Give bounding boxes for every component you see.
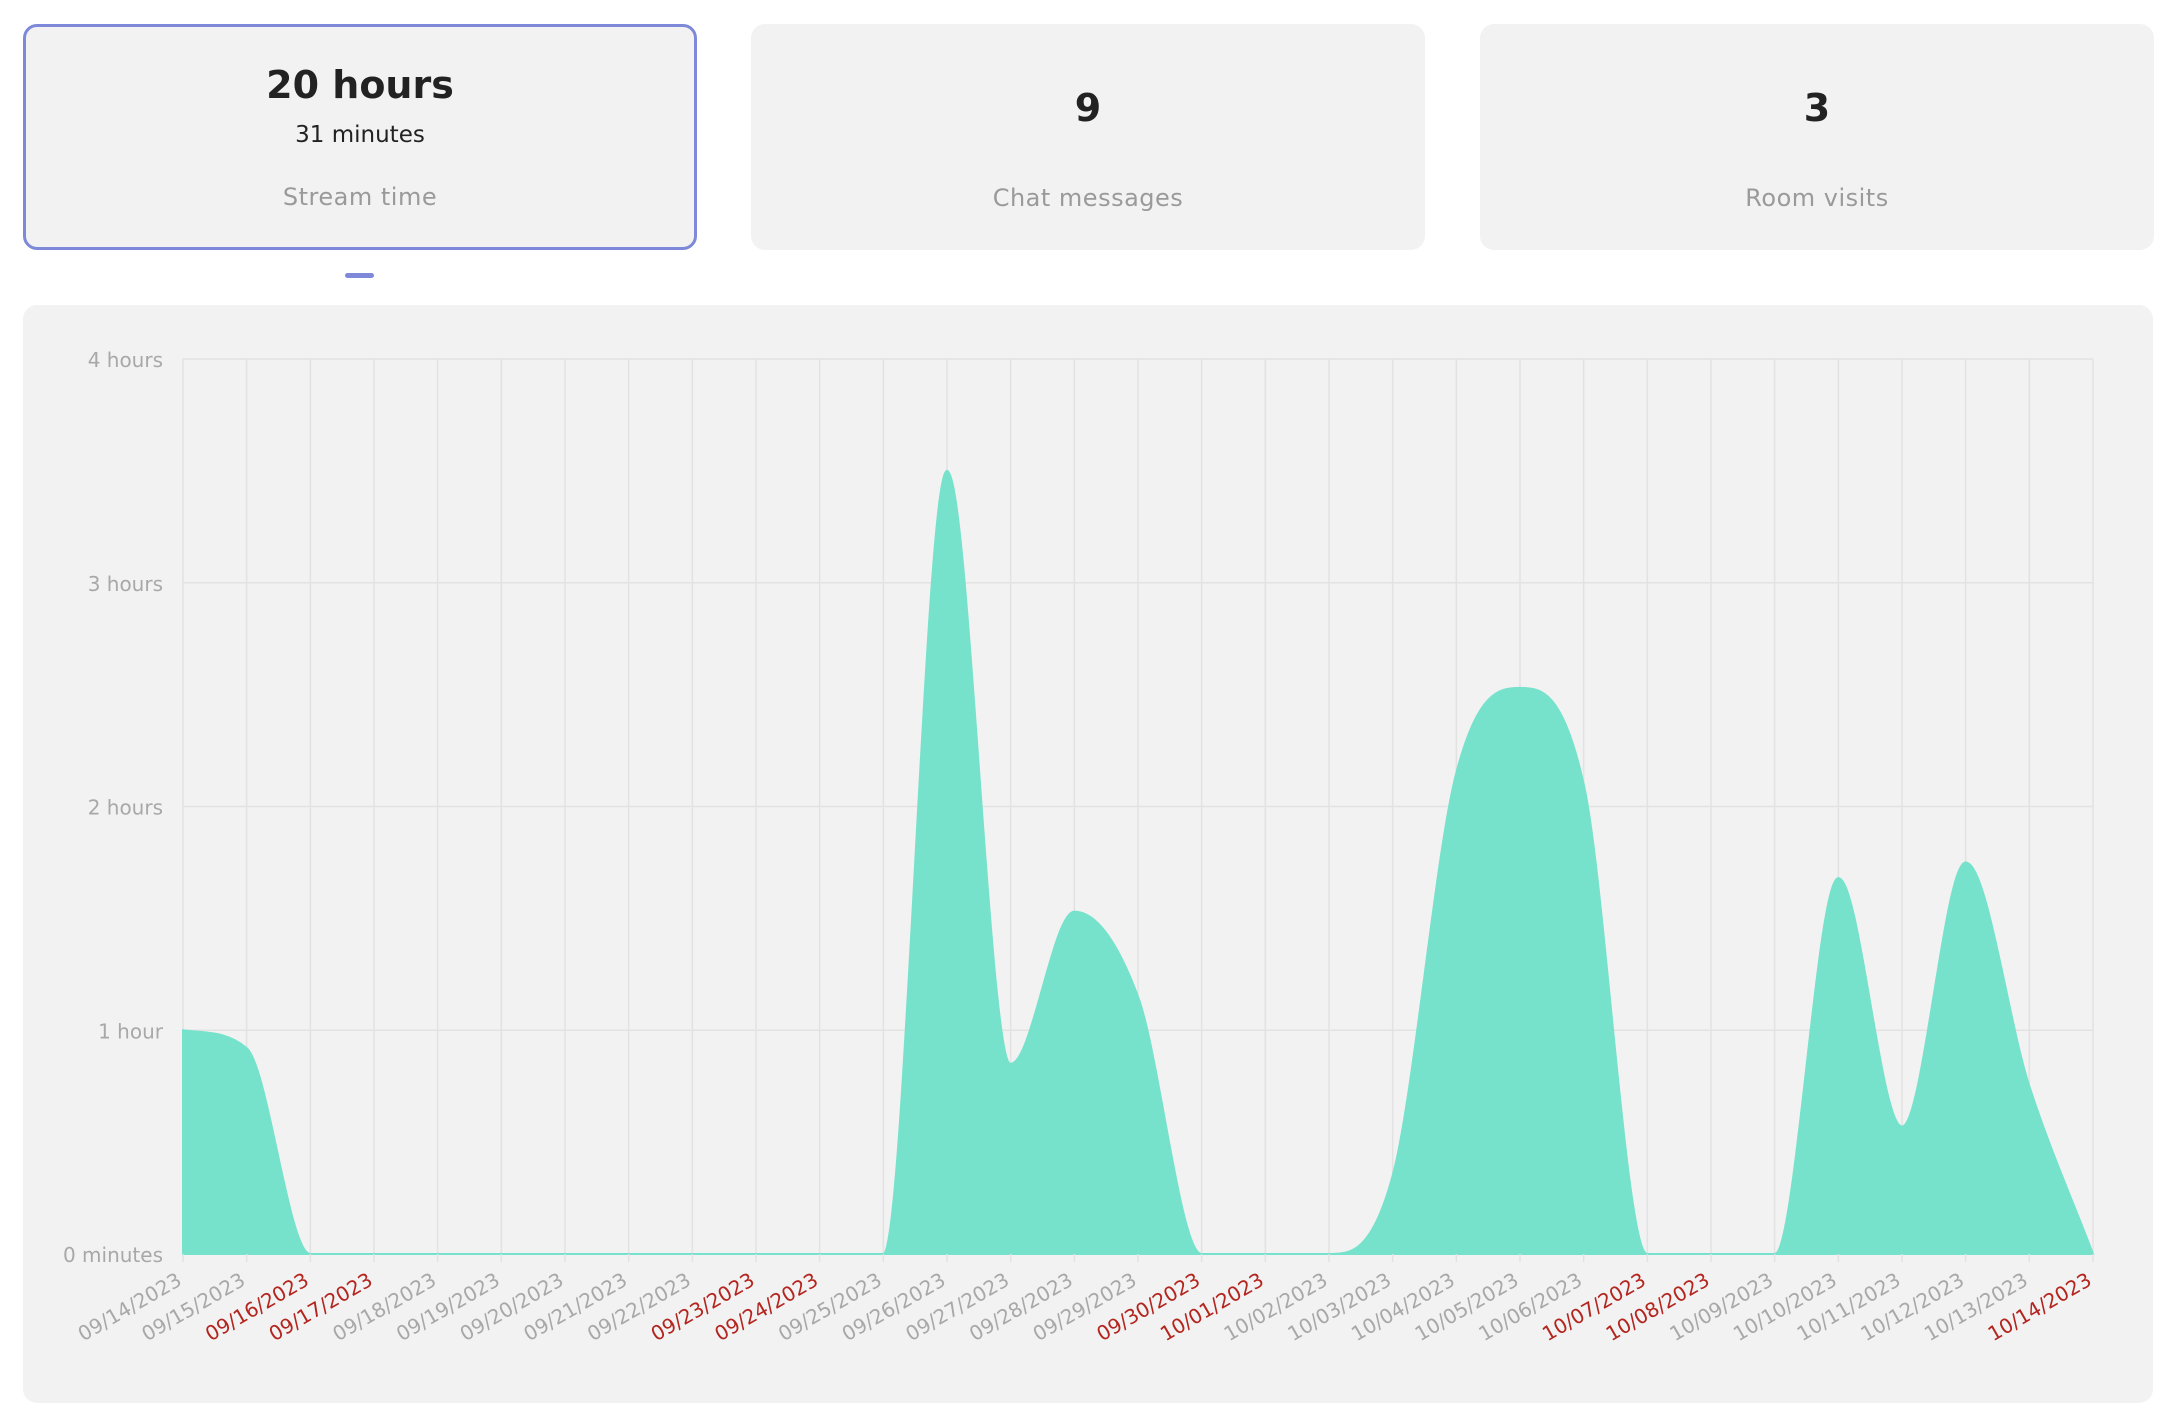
selected-tab-indicator (345, 273, 374, 278)
chat-messages-value: 9 (1074, 86, 1102, 130)
y-tick-label: 4 hours (88, 348, 163, 372)
chart-panel: 0 minutes 1 hour 2 hours 3 hours 4 hours 09/1… (23, 305, 2153, 1403)
y-tick-label: 2 hours (88, 796, 163, 820)
stream-time-card[interactable]: 20 hours 31 minutes Stream time (23, 24, 697, 250)
room-visits-label: Room visits (1745, 184, 1889, 212)
stream-time-label: Stream time (282, 183, 438, 211)
room-visits-value: 3 (1803, 86, 1831, 130)
stream-time-minutes: 31 minutes (295, 122, 425, 148)
y-tick-label: 1 hour (98, 1019, 164, 1043)
y-tick-label: 3 hours (88, 572, 163, 596)
y-tick-label: 0 minutes (63, 1243, 163, 1267)
chat-messages-card[interactable]: 9 Chat messages (751, 24, 1425, 250)
room-visits-card[interactable]: 3 Room visits (1480, 24, 2154, 250)
stream-time-value: 20 hours (266, 63, 454, 107)
chat-messages-label: Chat messages (992, 184, 1184, 212)
